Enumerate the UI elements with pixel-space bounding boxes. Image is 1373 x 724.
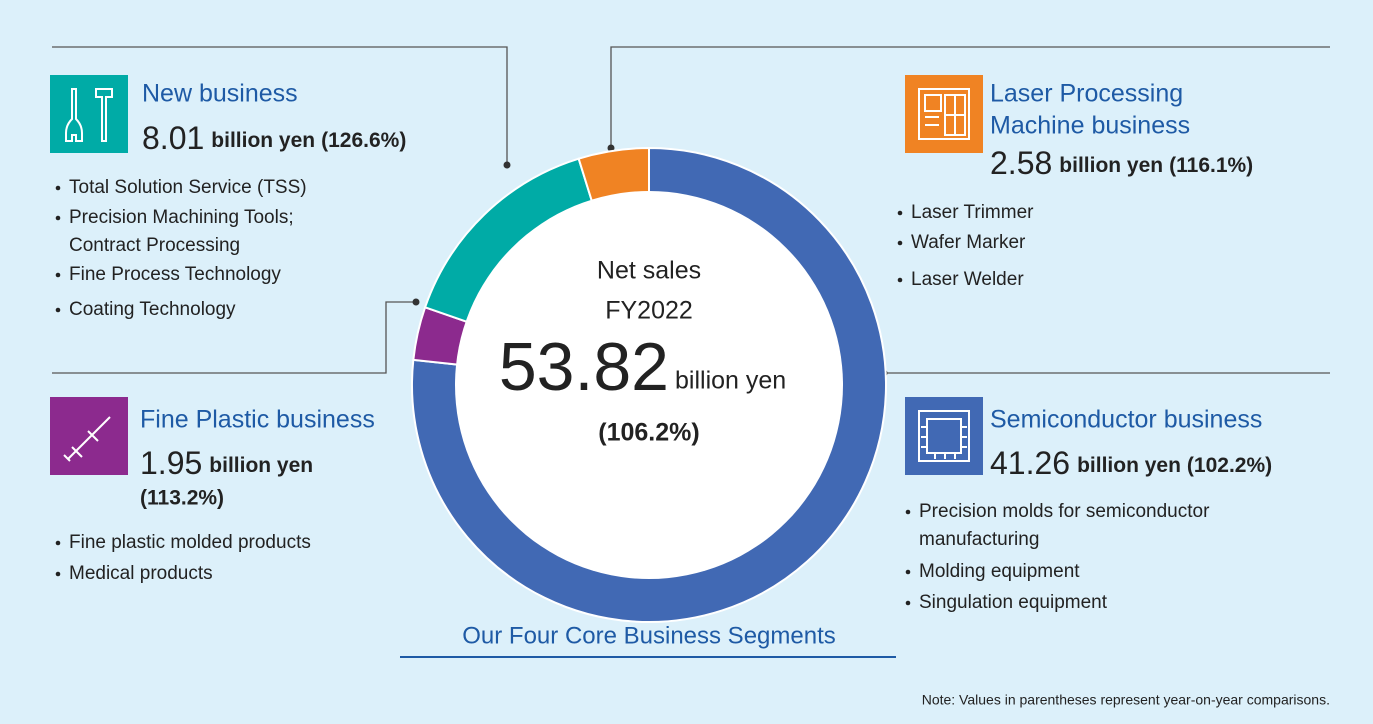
segment-item: Coating Technology — [69, 299, 236, 320]
center-label: FY2022 — [605, 297, 693, 325]
segment-unit: billion yen — [209, 454, 313, 477]
segment-name: Fine Plastic business — [140, 406, 375, 434]
leader-line — [52, 301, 416, 374]
segment-unit: billion yen — [1077, 454, 1181, 477]
segment-icon — [50, 75, 128, 153]
segment-value: 1.95 — [140, 445, 202, 481]
segment-item: Wafer Marker — [911, 232, 1026, 253]
segment-value: 8.01 — [142, 120, 204, 156]
segment-value-line: 41.26 billion yen (102.2%) — [990, 445, 1272, 481]
center-total: 53.82 — [499, 329, 669, 405]
leader-line — [52, 46, 508, 165]
segment-item: Precision Machining Tools; — [69, 207, 294, 228]
leader-dot — [503, 161, 511, 169]
bullet — [55, 215, 61, 221]
bullet — [55, 185, 61, 191]
center-unit: billion yen — [675, 367, 786, 395]
segment-icon — [905, 397, 983, 475]
segment-item: Precision molds for semiconductor — [919, 501, 1210, 522]
segment-name: New business — [142, 80, 298, 108]
segment-icon-glyph — [65, 88, 113, 142]
bullet — [905, 569, 911, 575]
bullet — [55, 272, 61, 278]
segment-name: Laser Processing — [990, 80, 1183, 108]
segment-item: Molding equipment — [919, 561, 1080, 582]
segment-unit: billion yen — [211, 129, 315, 152]
bullet — [897, 277, 903, 283]
bullet — [905, 509, 911, 515]
segment-unit: billion yen — [1059, 154, 1163, 177]
segment-item: Fine plastic molded products — [69, 532, 311, 553]
segment-icon-glyph — [918, 410, 970, 462]
segment-icon-glyph — [918, 88, 970, 140]
segment-value-line: 1.95 billion yen — [140, 445, 313, 481]
segment-yoy: (113.2%) — [140, 487, 224, 510]
segment-icon — [50, 397, 128, 475]
leader-line — [610, 46, 1330, 148]
leader-dot — [412, 298, 420, 306]
segment-name: Semiconductor business — [990, 406, 1262, 434]
segment-value-line: 8.01 billion yen (126.6%) — [142, 120, 406, 156]
bullet — [55, 307, 61, 313]
segment-item: manufacturing — [919, 529, 1039, 550]
bullet — [897, 240, 903, 246]
title: Our Four Core Business Segments — [462, 622, 836, 649]
segment-value-line: 2.58 billion yen (116.1%) — [990, 145, 1253, 181]
segment-value: 41.26 — [990, 445, 1070, 481]
bullet — [897, 210, 903, 216]
segment-item: Singulation equipment — [919, 592, 1108, 613]
segment-item: Contract Processing — [69, 235, 240, 256]
bullet — [55, 540, 61, 546]
center-yoy: (106.2%) — [598, 419, 699, 447]
segment-name: Machine business — [990, 112, 1190, 140]
segment-value: 2.58 — [990, 145, 1052, 181]
segment-item: Laser Welder — [911, 269, 1024, 290]
segment-item: Fine Process Technology — [69, 264, 281, 285]
leader-dot — [607, 144, 615, 152]
segment-item: Total Solution Service (TSS) — [69, 177, 307, 198]
bullet — [905, 600, 911, 606]
donut-hole — [455, 191, 843, 579]
segment-item: Laser Trimmer — [911, 202, 1034, 223]
segment-icon-glyph — [63, 416, 111, 462]
segment-yoy: (126.6%) — [321, 129, 406, 152]
segment-yoy: (102.2%) — [1187, 454, 1272, 477]
segment-yoy: (116.1%) — [1169, 154, 1253, 177]
segment-item: Medical products — [69, 563, 213, 584]
center-label: Net sales — [597, 257, 701, 285]
bullet — [55, 571, 61, 577]
note: Note: Values in parentheses represent ye… — [922, 692, 1330, 708]
